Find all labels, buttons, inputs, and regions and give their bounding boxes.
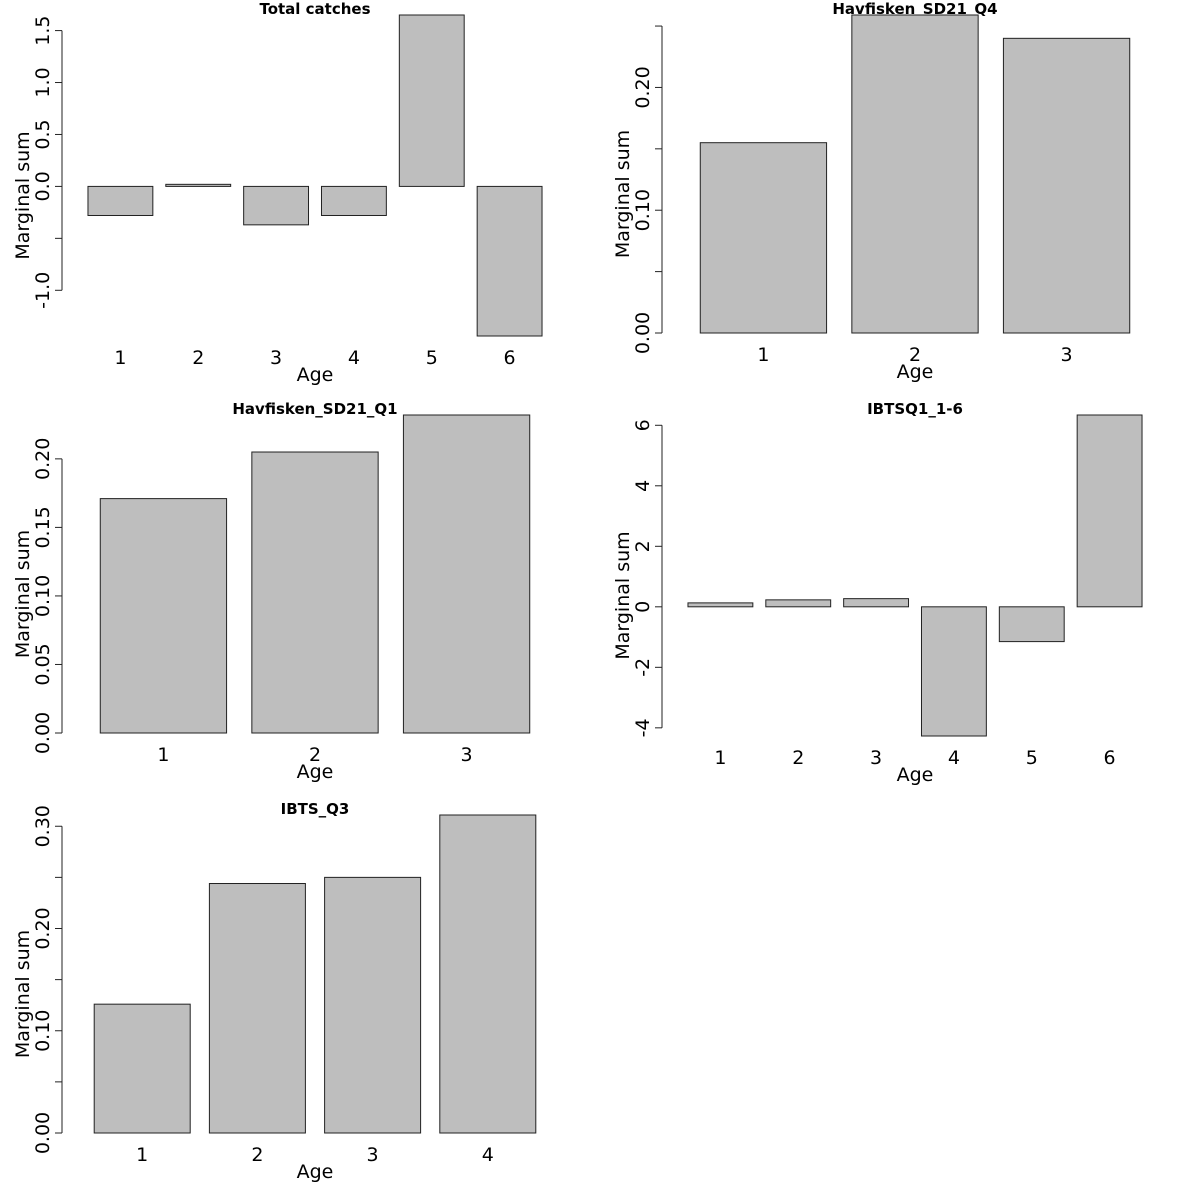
bar-age-1 (99, 498, 228, 734)
x-tick-label: 1 (136, 1144, 148, 1166)
y-tick-label: 1.5 (32, 15, 54, 45)
y-tick-label: 0.0 (32, 171, 54, 201)
x-tick-label: 4 (482, 1144, 494, 1166)
bar-age-3 (243, 185, 310, 226)
y-axis-label: Marginal sum (12, 930, 34, 1058)
y-tick-label: -2 (632, 658, 654, 677)
bar-age-5 (998, 606, 1065, 643)
bar-age-3 (1002, 37, 1131, 334)
bar-age-4 (320, 185, 387, 216)
x-tick-label: 4 (348, 347, 360, 369)
x-axis-label: Age (297, 1161, 334, 1183)
x-tick-label: 1 (757, 344, 769, 366)
y-tick-label: 0.20 (632, 66, 654, 108)
x-tick-label: 1 (157, 744, 169, 766)
y-tick-label: 1.0 (32, 67, 54, 97)
chart-panel-4: IBTSQ1_1-6 1 2 3 4 5 6 -4 -2 0 2 4 6 Age Marginal sum (612, 400, 1143, 786)
x-tick-label: 6 (504, 347, 516, 369)
y-tick-label: 0.20 (32, 907, 54, 949)
x-tick-label: 3 (461, 744, 473, 766)
bar-age-4 (439, 814, 537, 1134)
x-tick-label: 3 (870, 747, 882, 769)
y-tick-label: 0.00 (632, 312, 654, 354)
x-tick-label: 5 (1026, 747, 1038, 769)
y-tick-label: 0.10 (32, 575, 54, 617)
y-tick-label: 4 (632, 480, 654, 492)
y-tick-label: -4 (632, 718, 654, 737)
y-tick-label: 0.10 (632, 189, 654, 231)
y-tick-label: 0.10 (32, 1010, 54, 1052)
bar-age-1 (699, 142, 828, 334)
x-axis-label: Age (897, 361, 934, 383)
bar-age-5 (398, 14, 465, 187)
bar-age-6 (1076, 414, 1143, 608)
bar-age-1 (687, 602, 754, 608)
x-axis-label: Age (297, 364, 334, 386)
y-tick-label: 0 (632, 601, 654, 613)
x-tick-label: 3 (367, 1144, 379, 1166)
y-tick-label: 0.5 (32, 119, 54, 149)
y-tick-label: -1.0 (32, 272, 54, 309)
x-tick-label: 1 (714, 747, 726, 769)
y-tick-label: 0.20 (32, 438, 54, 480)
x-tick-label: 2 (792, 747, 804, 769)
y-tick-label: 0.30 (32, 805, 54, 847)
bar-age-2 (251, 451, 379, 734)
bar-age-6 (476, 185, 543, 337)
y-tick-label: 0.00 (32, 712, 54, 754)
y-axis-label: Marginal sum (612, 531, 634, 659)
bar-age-2 (851, 14, 979, 334)
x-tick-label: 5 (426, 347, 438, 369)
x-tick-label: 2 (909, 344, 921, 366)
chart-panel-2: Havfisken_SD21_Q4 1 2 3 0.00 0.10 0.20 Age Margi… (612, 0, 1131, 383)
y-axis-label: Marginal sum (612, 130, 634, 258)
bar-age-3 (843, 598, 910, 608)
y-axis-label: Marginal sum (12, 131, 34, 259)
bar-age-3 (324, 876, 422, 1134)
x-tick-label: 1 (114, 347, 126, 369)
x-tick-label: 2 (309, 744, 321, 766)
chart-title: Total catches (259, 0, 370, 18)
chart-title: IBTS_Q3 (281, 800, 350, 818)
bar-age-2 (165, 183, 232, 187)
bar-age-1 (93, 1003, 191, 1134)
x-tick-label: 3 (270, 347, 282, 369)
bar-age-2 (208, 883, 306, 1134)
chart-title: Havfisken_SD21_Q4 (832, 0, 997, 18)
x-tick-label: 2 (251, 1144, 263, 1166)
y-tick-label: 0.15 (32, 506, 54, 548)
chart-panel-5: IBTS_Q3 1 2 3 4 0.00 0.10 0.20 0.30 Age Marginal s… (12, 800, 537, 1183)
y-tick-label: 0.00 (32, 1112, 54, 1154)
bar-age-2 (765, 599, 832, 608)
y-axis-label: Marginal sum (12, 530, 34, 658)
bar-age-1 (87, 185, 154, 216)
x-axis-label: Age (897, 764, 934, 786)
y-tick-label: 2 (632, 540, 654, 552)
x-axis-label: Age (297, 761, 334, 783)
x-tick-label: 4 (948, 747, 960, 769)
y-tick-label: 0.05 (32, 643, 54, 685)
x-tick-label: 3 (1061, 344, 1073, 366)
x-tick-label: 6 (1104, 747, 1116, 769)
bar-age-4 (920, 606, 987, 737)
bar-age-3 (402, 414, 531, 734)
y-tick-label: 6 (632, 419, 654, 431)
chart-title: Havfisken_SD21_Q1 (232, 400, 397, 418)
chart-panel-3: Havfisken_SD21_Q1 1 2 3 0.00 0.05 0.10 0.15 0.20… (12, 400, 531, 783)
chart-panel-1: Total catches 1 2 3 4 5 6 -1.0 0.0 0.5 1.0 1.5 Age Ma… (12, 0, 543, 386)
chart-title: IBTSQ1_1-6 (867, 400, 963, 418)
x-tick-label: 2 (192, 347, 204, 369)
